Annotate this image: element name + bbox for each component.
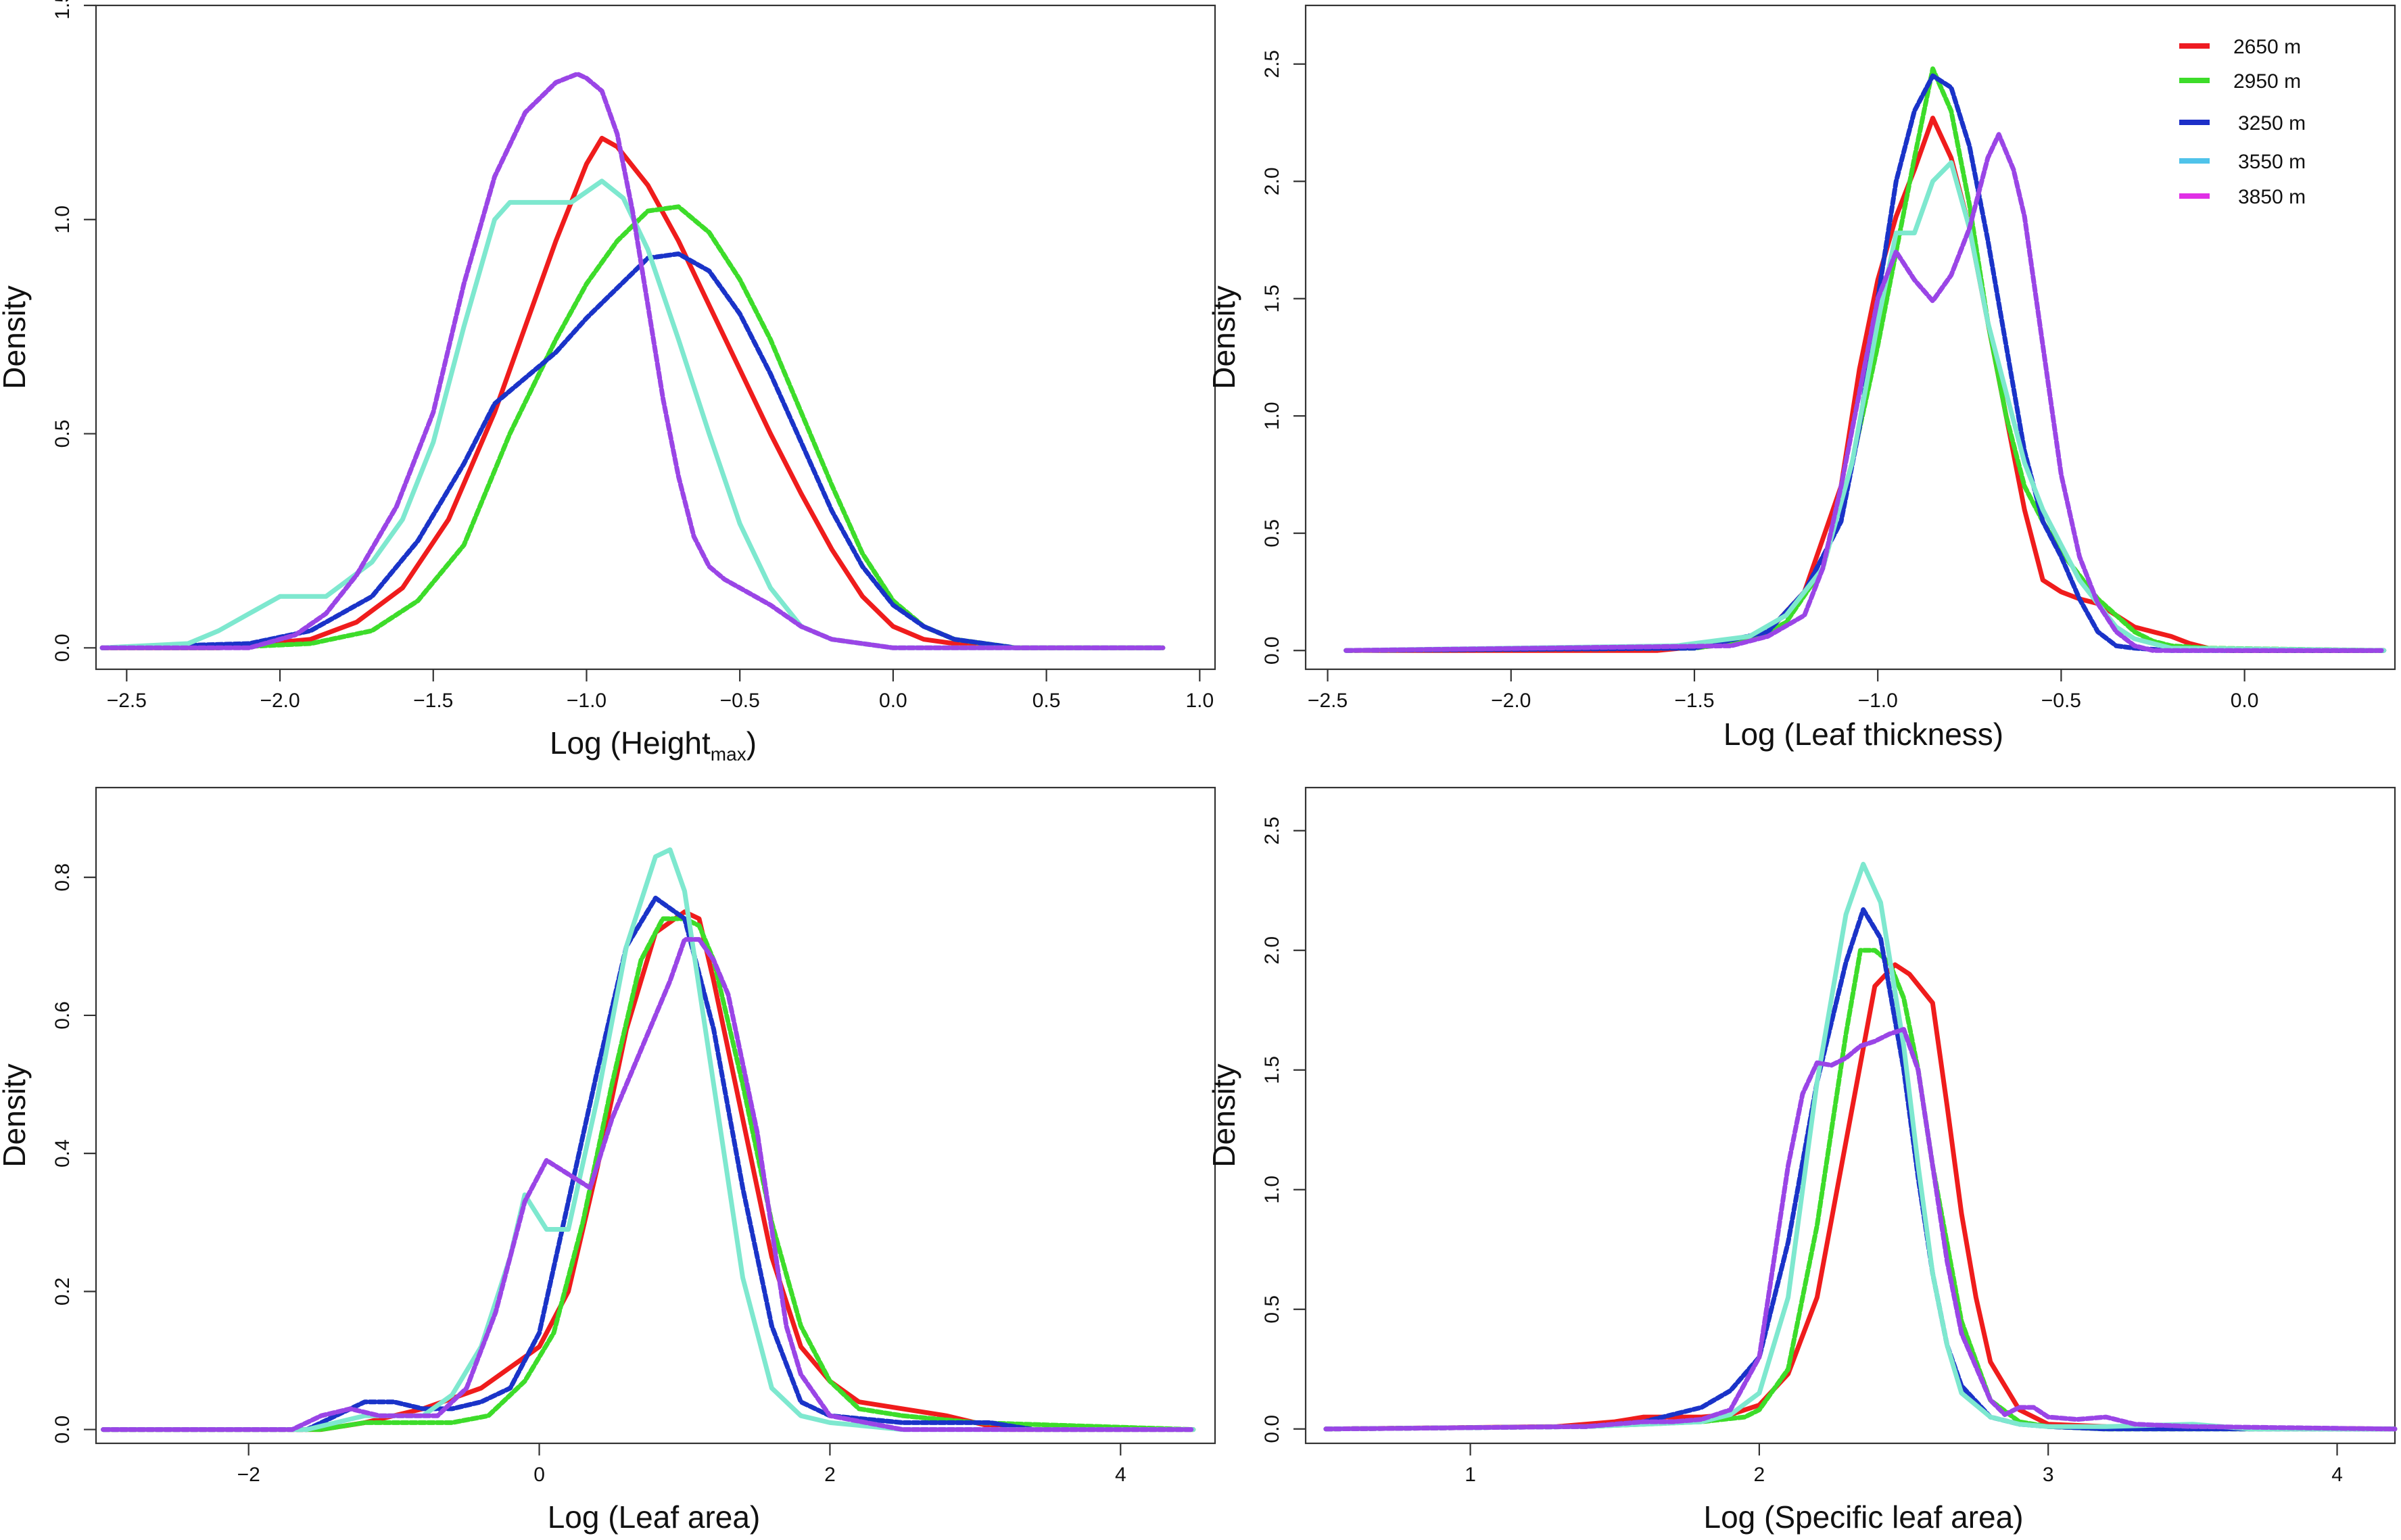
panel-1-y-tick-label: 1.0 — [51, 206, 74, 234]
panel-leaf-thickness: Log (Leaf thickness) −2.5 −2.0 −1.5 −1.0 −0.… — [1206, 4, 2396, 752]
panel-2-x-tick-label: −0.5 — [2041, 690, 2081, 712]
panel-2-x-tick-label: −2.0 — [1491, 690, 1531, 712]
panel-3-density-curve-3850m — [101, 937, 1196, 1433]
panel-2-y-tick-label: 0.5 — [1261, 519, 1283, 548]
panel-4-x-axis-title: Log (Specific leaf area) — [1703, 1499, 2023, 1535]
legend: 2650 m 2950 m 3250 m 3550 m 3850 m — [2179, 36, 2306, 208]
panel-1-y-axis-title: Density — [0, 285, 32, 389]
panel-4-y-tick-label: 0.5 — [1261, 1295, 1283, 1324]
panel-2-x-tick-label: 0.0 — [2231, 690, 2259, 712]
panel-4-plot-frame — [1304, 786, 2396, 1445]
panel-1-density-curve-3550m — [99, 178, 1166, 650]
panel-2-x-tick-label: −1.0 — [1858, 690, 1898, 712]
panel-4-y-axis-title: Density — [1206, 1063, 1241, 1167]
panel-3-y-tick-label: 0.0 — [51, 1416, 74, 1444]
panel-3-x-tick-label: −2 — [237, 1464, 260, 1486]
panel-specific-leaf-area: Log (Specific leaf area) 1 2 3 4 0.0 0.5 1.0 1.… — [1206, 786, 2398, 1535]
panel-3-density-curve-2650m — [101, 909, 1196, 1433]
panel-2-x-tick-label: −1.5 — [1674, 690, 1714, 712]
panel-4-y-tick-label: 2.5 — [1261, 817, 1283, 845]
panel-height-max: Log (Heightmax) −2.5 −2.0 −1.5 −1.0 −0.5 0.0 0… — [0, 0, 1216, 765]
panel-1-x-tick-label: 1.0 — [1185, 690, 1214, 712]
panel-3-x-tick-label: 0 — [533, 1464, 545, 1486]
panel-1-y-tick-label: 1.5 — [51, 0, 74, 20]
panel-3-plot-frame — [95, 786, 1216, 1445]
panel-1-x-tick-label: 0.5 — [1032, 690, 1061, 712]
panel-4-x-tick-label: 3 — [2043, 1464, 2054, 1486]
panel-4-y-tick-label: 2.0 — [1261, 936, 1283, 965]
panel-3-x-tick-label: 2 — [824, 1464, 836, 1486]
panel-4-y-tick-label: 0.0 — [1261, 1415, 1283, 1443]
panel-3-density-curve-3250m — [101, 895, 1196, 1433]
panel-4-density-curve-3250m — [1323, 907, 2398, 1432]
panel-1-x-tick-label: −2.5 — [107, 690, 147, 712]
panel-2-y-tick-label: 2.5 — [1261, 50, 1283, 78]
panel-4-density-curve-2950m — [1323, 948, 2398, 1432]
panel-4-x-tick-label: 1 — [1465, 1464, 1476, 1486]
panel-2-y-tick-label: 2.0 — [1261, 167, 1283, 195]
legend-label: 3250 m — [2238, 112, 2306, 135]
panel-2-y-tick-label: 1.5 — [1261, 285, 1283, 313]
panel-1-density-curve-3250m — [99, 251, 1166, 650]
panel-3-y-tick-label: 0.8 — [51, 863, 74, 892]
panel-1-plot-frame — [95, 4, 1216, 671]
legend-label: 3550 m — [2238, 151, 2306, 173]
legend-label: 2650 m — [2233, 36, 2301, 58]
panel-1-x-tick-label: −2.0 — [260, 690, 300, 712]
panel-3-x-tick-label: 4 — [1115, 1464, 1126, 1486]
panel-3-y-axis-title: Density — [0, 1063, 32, 1167]
panel-3-y-tick-label: 0.6 — [51, 1001, 74, 1030]
panel-leaf-area: Log (Leaf area) −2 0 2 4 0.0 0.2 0.4 0.6 0.8 Dens… — [0, 786, 1216, 1535]
panel-2-y-tick-label: 0.0 — [1261, 636, 1283, 665]
panel-1-x-tick-label: 0.0 — [879, 690, 907, 712]
panel-4-x-tick-label: 4 — [2331, 1464, 2343, 1486]
panel-1-y-tick-label: 0.5 — [51, 420, 74, 448]
panel-4-density-curve-3850m — [1323, 1027, 2398, 1432]
panel-3-x-axis-title: Log (Leaf area) — [548, 1499, 761, 1535]
legend-label: 3850 m — [2238, 186, 2306, 208]
legend-label: 2950 m — [2233, 70, 2301, 93]
panel-2-y-axis-title: Density — [1206, 285, 1241, 389]
panel-4-x-tick-label: 2 — [1754, 1464, 1765, 1486]
panel-2-plot-frame — [1304, 4, 2396, 671]
panel-3-y-tick-label: 0.2 — [51, 1278, 74, 1306]
panel-2-y-tick-label: 1.0 — [1261, 402, 1283, 430]
panel-1-density-curve-3850m — [99, 71, 1166, 650]
panel-1-x-axis-title: Log (Heightmax) — [550, 725, 757, 765]
panel-1-x-tick-label: −0.5 — [720, 690, 760, 712]
panel-1-x-tick-label: −1.0 — [567, 690, 607, 712]
panel-1-y-tick-label: 0.0 — [51, 633, 74, 662]
panel-1-x-axis-subscript: max — [711, 744, 746, 765]
panel-2-x-tick-label: −2.5 — [1308, 690, 1348, 712]
panel-4-density-curve-3550m — [1323, 861, 2398, 1432]
panel-3-density-curve-2950m — [101, 916, 1196, 1433]
panel-4-y-tick-label: 1.5 — [1261, 1056, 1283, 1084]
panel-4-y-tick-label: 1.0 — [1261, 1176, 1283, 1204]
panel-1-density-curve-2650m — [99, 135, 1166, 650]
panel-4-density-curve-2650m — [1323, 962, 2398, 1432]
panel-3-density-curve-3550m — [101, 847, 1196, 1433]
panel-2-x-axis-title: Log (Leaf thickness) — [1724, 717, 2003, 752]
panel-2-density-curve-3850m — [1344, 132, 2387, 653]
panel-3-y-tick-label: 0.4 — [51, 1139, 74, 1168]
panel-1-x-tick-label: −1.5 — [413, 690, 453, 712]
